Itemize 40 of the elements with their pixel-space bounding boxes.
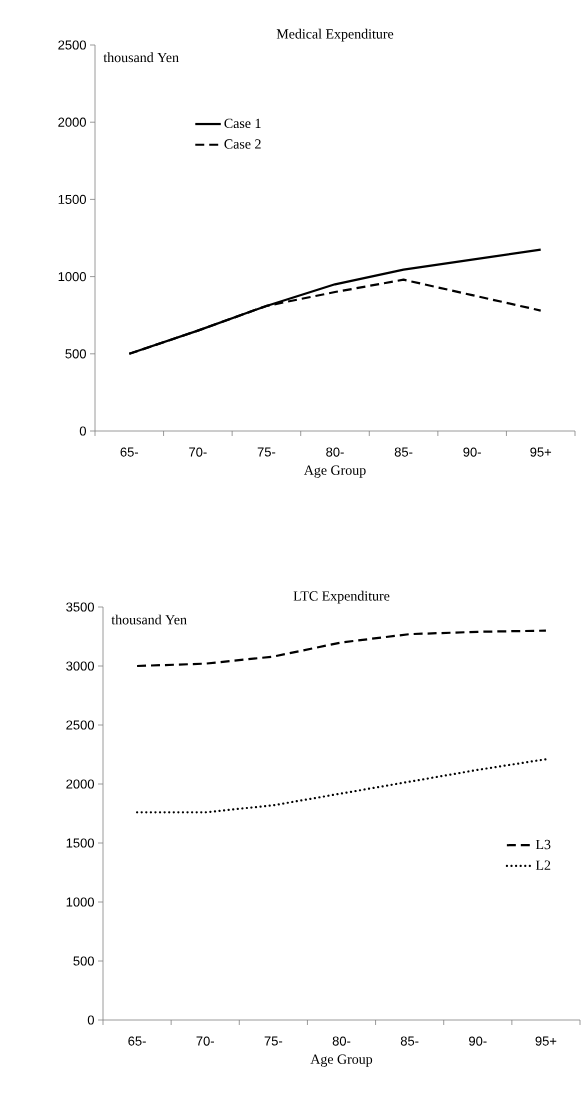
x-tick-label: 80- <box>332 1036 351 1046</box>
legend-label: L3 <box>535 839 551 850</box>
chart-title: LTC Expenditure <box>293 590 390 604</box>
x-tick-label: 80- <box>326 447 344 457</box>
y-tick-label: 500 <box>73 956 94 966</box>
y-tick-label: 1000 <box>58 272 86 282</box>
y-tick-label: 3000 <box>66 661 94 671</box>
line-series <box>135 629 548 668</box>
x-tick-label: 85- <box>394 447 413 457</box>
y-axis-title: thousand Yen <box>111 614 187 625</box>
y-tick-label: 2500 <box>66 720 94 730</box>
x-axis-title: Age Group <box>310 1054 373 1067</box>
x-tick-label: 65- <box>120 447 139 457</box>
y-tick-label: 1500 <box>58 194 86 204</box>
y-tick-label: 3500 <box>66 602 94 612</box>
x-tick-label: 95+ <box>535 1036 557 1046</box>
chart-title: Medical Expenditure <box>276 28 394 42</box>
y-tick-label: 0 <box>79 426 86 436</box>
y-tick-label: 1000 <box>66 897 94 907</box>
x-tick-label: 90- <box>469 1036 487 1046</box>
y-axis-title: thousand Yen <box>103 52 179 63</box>
y-tick-label: 2000 <box>66 779 94 789</box>
y-tick-label: 2000 <box>58 117 86 127</box>
y-tick-label: 500 <box>65 349 86 359</box>
x-axis-title: Age Group <box>303 465 366 478</box>
x-tick-label: 85- <box>400 1036 419 1046</box>
legend-label: Case 2 <box>224 139 261 149</box>
line-series <box>135 758 548 814</box>
x-tick-label: 70- <box>189 447 207 457</box>
x-tick-label: 75- <box>257 447 276 457</box>
legend-label: L2 <box>535 860 551 870</box>
x-tick-label: 70- <box>196 1036 214 1046</box>
y-tick-label: 2500 <box>58 40 86 50</box>
x-tick-label: 90- <box>463 447 481 457</box>
y-tick-label: 1500 <box>66 838 94 848</box>
x-tick-label: 65- <box>128 1036 146 1046</box>
x-tick-label: 95+ <box>530 447 552 457</box>
legend-label: Case 1 <box>224 118 261 129</box>
y-tick-label: 0 <box>87 1015 94 1025</box>
x-tick-label: 75- <box>264 1036 283 1046</box>
